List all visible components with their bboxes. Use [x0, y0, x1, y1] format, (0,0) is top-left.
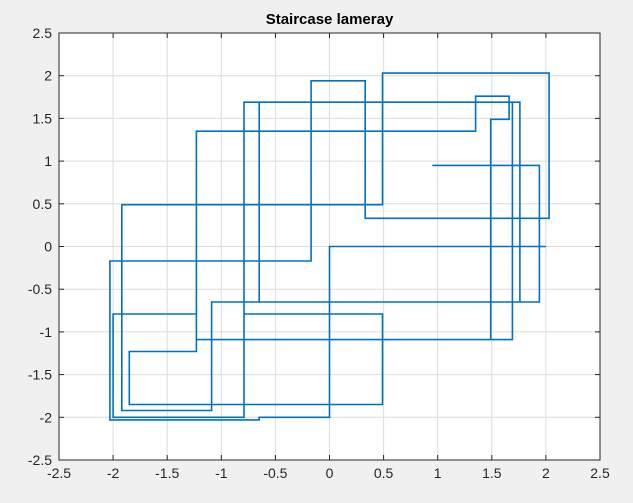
y-tick-label: -2.5 [28, 452, 52, 468]
y-tick-label: 0.5 [33, 196, 53, 212]
x-tick-label: -0.5 [263, 465, 287, 481]
chart-title: Staircase lameray [266, 11, 394, 28]
series-layer [109, 72, 550, 421]
y-tick-label: 1.5 [33, 110, 53, 126]
y-tick-label: 1 [44, 153, 52, 169]
y-tick-label: -1 [40, 324, 53, 340]
series-line-0 [109, 72, 550, 421]
x-tick-label: 0.5 [374, 465, 394, 481]
x-tick-label: 2 [542, 465, 550, 481]
y-tick-label: -2 [40, 409, 53, 425]
x-tick-label: -2 [107, 465, 120, 481]
x-tick-label: -2.5 [47, 465, 71, 481]
y-tick-label: 0 [44, 239, 52, 255]
y-tick-label: -1.5 [28, 367, 52, 383]
x-tick-label: 0 [326, 465, 334, 481]
x-tick-label: -1.5 [155, 465, 179, 481]
y-tick-label: 2.5 [33, 25, 53, 41]
x-tick-label: 2.5 [590, 465, 610, 481]
x-tick-label: 1.5 [482, 465, 502, 481]
x-tick-label: 1 [434, 465, 442, 481]
y-tick-label: -0.5 [28, 281, 52, 297]
ticks: -2.5 -2 -1.5 -1 -0.5 0 0.5 1 1.5 2 2.5 -2.5 -2 -1.5 -1… [28, 25, 610, 481]
y-tick-label: 2 [44, 68, 52, 84]
x-tick-label: -1 [215, 465, 228, 481]
